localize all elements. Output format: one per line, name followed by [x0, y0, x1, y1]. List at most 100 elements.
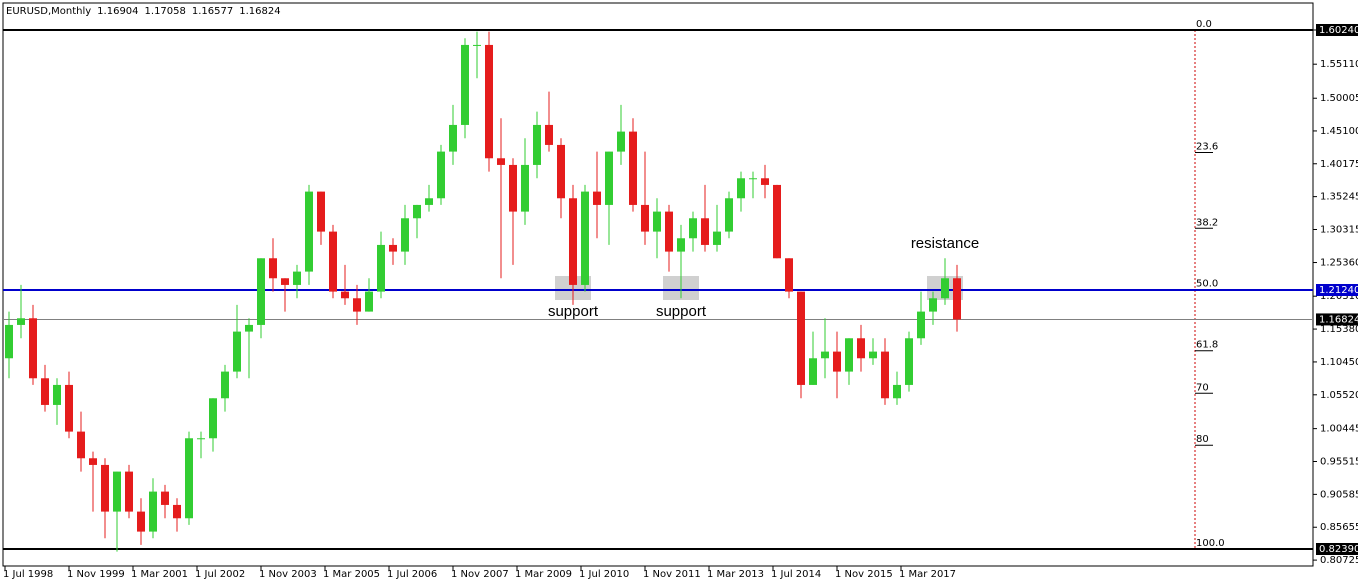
candle-body [269, 258, 277, 279]
candle-body [641, 204, 649, 232]
candle-body [365, 291, 373, 312]
x-tick-label: 1 Mar 2001 [131, 569, 188, 580]
candle-body [929, 298, 937, 312]
candle-body [917, 311, 925, 339]
candle-body [581, 191, 589, 285]
candle-body [257, 258, 265, 325]
candle-body [65, 384, 73, 432]
y-tick-label: 1.45100 [1320, 126, 1358, 137]
candle-body [197, 438, 205, 440]
candle-body [125, 471, 133, 512]
candle-body [209, 398, 217, 439]
candle-body [293, 271, 301, 285]
candle-body [533, 124, 541, 165]
candle-body [713, 231, 721, 245]
header-price: 1.16904 [97, 6, 138, 17]
candle-body [761, 178, 769, 185]
x-tick-label: 1 Nov 2007 [451, 569, 509, 580]
candle-body [389, 244, 397, 252]
price-label: 1.16824 [1319, 314, 1358, 325]
x-tick-label: 1 Jul 2006 [387, 569, 437, 580]
candle-body [893, 384, 901, 399]
y-tick-label: 1.30315 [1320, 225, 1358, 236]
fib-label: 23.6 [1196, 141, 1218, 152]
candle-body [113, 471, 121, 512]
candle-body [281, 278, 289, 285]
annotation-text: support [656, 303, 707, 320]
candle-body [17, 318, 25, 325]
y-tick-label: 1.15380 [1320, 324, 1358, 335]
chart-header: EURUSD,Monthly 1.16904 1.17058 1.16577 1.168… [6, 6, 281, 17]
fib-label: 38.2 [1196, 217, 1218, 228]
candle-body [821, 351, 829, 359]
x-tick-label: 1 Nov 2003 [259, 569, 317, 580]
candle-body [53, 384, 61, 405]
candle-body [485, 44, 493, 159]
x-tick-label: 1 Nov 2015 [835, 569, 893, 580]
symbol: EURUSD,Monthly [6, 6, 91, 17]
header-price: 1.16577 [192, 6, 233, 17]
price-label-box [1316, 543, 1358, 555]
candle-body [785, 258, 793, 292]
candle-body [941, 278, 949, 299]
candle-body [149, 491, 157, 532]
candle-body [425, 198, 433, 205]
candle-body [605, 151, 613, 205]
y-tick-label: 1.00445 [1320, 424, 1358, 435]
x-tick-label: 1 Mar 2009 [515, 569, 572, 580]
candle-body [773, 184, 781, 259]
price-label-box [1316, 313, 1358, 326]
candle-body [317, 191, 325, 232]
plot-frame [2, 2, 1314, 567]
candle-body [509, 164, 517, 212]
fib-label: 61.8 [1196, 340, 1218, 351]
candle-body [473, 44, 481, 46]
y-tick-label: 1.35245 [1320, 192, 1358, 203]
x-tick-label: 1 Nov 1999 [67, 569, 125, 580]
candle-body [617, 131, 625, 152]
candle-body [461, 44, 469, 125]
candle-body [233, 331, 241, 372]
candle-body [545, 124, 553, 145]
candle-body [377, 244, 385, 292]
candle-body [245, 324, 253, 332]
x-tick-label: 1 Mar 2005 [323, 569, 380, 580]
candle-body [905, 338, 913, 385]
candle-body [701, 218, 709, 245]
candle-body [5, 324, 13, 359]
fib-label: 100.0 [1196, 538, 1225, 549]
header-price: 1.17058 [145, 6, 186, 17]
fib-label: 70 [1196, 382, 1209, 393]
y-tick-label: 0.80725 [1320, 555, 1358, 566]
candle-body [221, 371, 229, 399]
price-label: 1.60240 [1319, 25, 1358, 36]
header-price: 1.16824 [239, 6, 280, 17]
candle-body [497, 158, 505, 165]
candle-body [857, 338, 865, 359]
price-label: 0.82390 [1319, 544, 1358, 555]
x-tick-label: 1 Jul 2014 [771, 569, 821, 580]
candle-body [29, 318, 37, 379]
candle-body [449, 124, 457, 152]
candle-body [737, 178, 745, 199]
candle-body [353, 298, 361, 312]
price-label: 1.21240 [1319, 285, 1358, 296]
candle-body [161, 491, 169, 505]
fib-label: 0.0 [1196, 19, 1212, 30]
x-tick-label: 1 Jul 1998 [3, 569, 53, 580]
candle-body [845, 338, 853, 372]
y-tick-label: 1.05520 [1320, 390, 1358, 401]
candle-body [797, 291, 805, 385]
x-tick-label: 1 Nov 2011 [643, 569, 701, 580]
candle-body [593, 191, 601, 205]
candle-body [401, 218, 409, 252]
candle-body [953, 278, 961, 320]
y-tick-label: 1.25360 [1320, 258, 1358, 269]
fib-label: 80 [1196, 434, 1209, 445]
y-tick-label: 1.20310 [1320, 291, 1358, 302]
candle-body [569, 198, 577, 285]
candle-body [653, 211, 661, 232]
candle-body [881, 351, 889, 399]
candle-body [833, 351, 841, 372]
